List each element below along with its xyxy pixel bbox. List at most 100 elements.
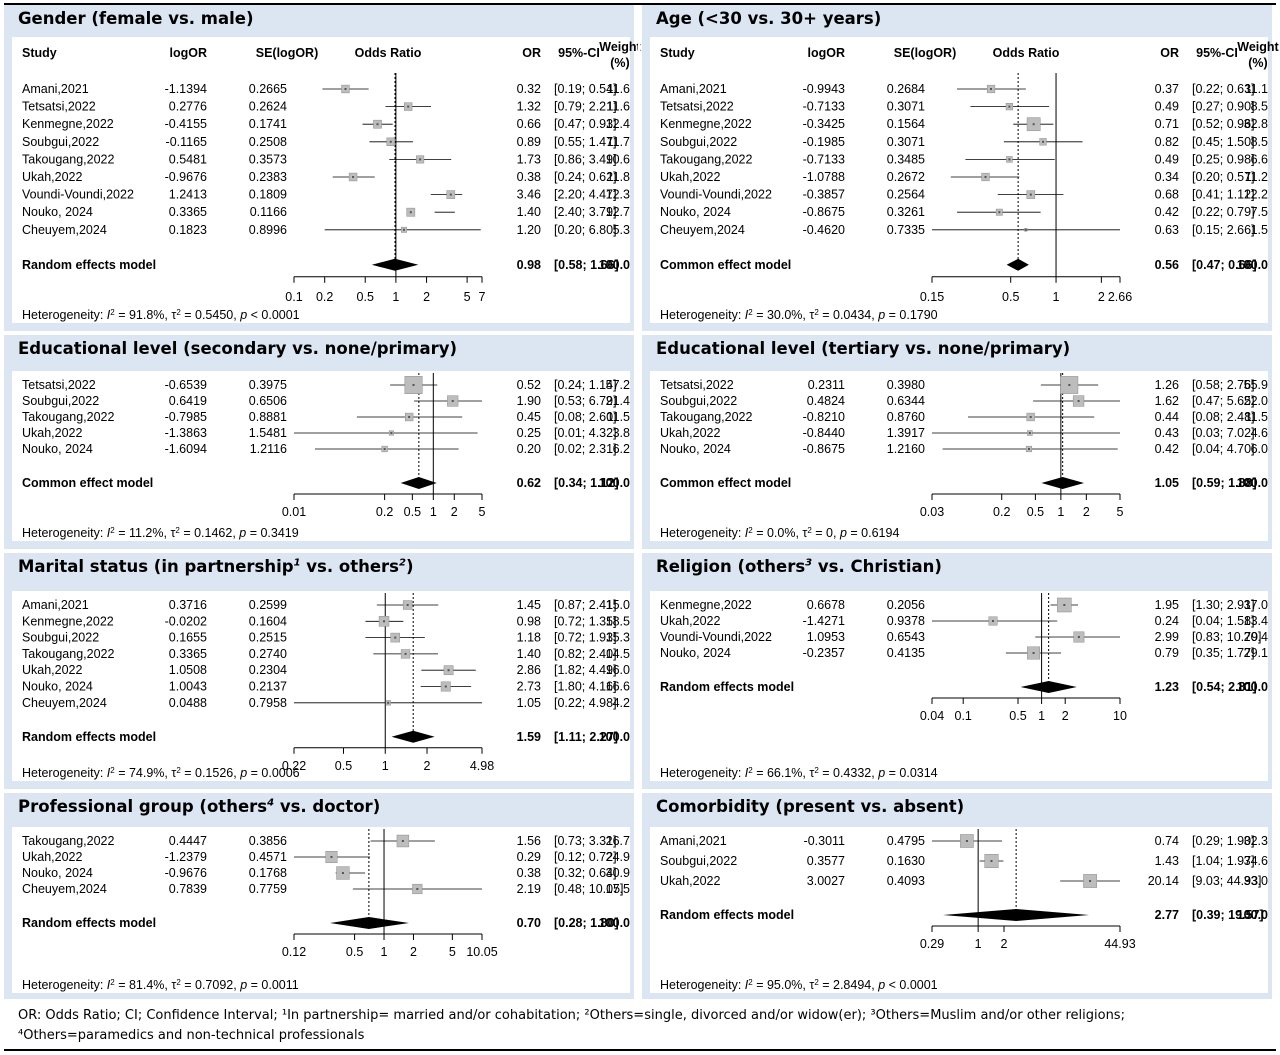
study-ci-text: [0.73; 3.31] (554, 834, 617, 848)
study-logor: -0.8675 (803, 442, 845, 456)
study-weight: 15.0 (606, 598, 630, 612)
study-logor: -1.0788 (803, 170, 845, 184)
study-weight: 12.3 (606, 188, 630, 202)
summary-weight: 100.0 (599, 258, 630, 272)
summary-ci-text: [0.54; 2.81] (1192, 680, 1257, 694)
figure-footnote: OR: Odds Ratio; CI; Confidence Interval;… (4, 1000, 1276, 1049)
study-ci-text: [0.52; 0.96] (1192, 117, 1255, 131)
i2-value: = 0.0%, (753, 526, 803, 540)
i2-symbol: I (107, 978, 111, 992)
col-header-logor: logOR (808, 46, 846, 60)
study-logor: -0.1165 (166, 135, 208, 149)
study-or: 3.46 (517, 188, 541, 202)
study-point-estimate (1027, 448, 1030, 450)
study-se: 0.7759 (249, 882, 287, 896)
study-or: 2.86 (517, 663, 541, 677)
summary-ci-text: [1.11; 2.27] (554, 730, 618, 744)
study-se: 0.8996 (249, 223, 287, 237)
p-value: = 0.0011 (247, 978, 299, 992)
i2-superscript: 2 (748, 526, 753, 535)
study-or: 0.29 (517, 850, 541, 864)
forest-plot-svg: Study logOR SE(logOR) Odds Ratio OR 95%-CI Wei… (660, 40, 1280, 322)
summary-diamond (943, 909, 1090, 921)
study-logor: 0.3365 (169, 647, 207, 661)
study-or: 1.45 (517, 598, 541, 612)
tau2-value: = 0.1526, (181, 766, 240, 780)
study-weight: 12.7 (606, 205, 630, 219)
heterogeneity-text: Heterogeneity: I2 = 0.0%, τ2 = 0, p = 0.… (660, 526, 899, 541)
study-name: Ukah,2022 (660, 426, 721, 440)
study-se: 0.2564 (887, 188, 925, 202)
forest-plot-svg: Study logOR SE(logOR) Odds Ratio OR 95%-CI Wei… (22, 40, 642, 322)
study-weight: 55.9 (1244, 378, 1268, 392)
study-ci-text: [0.22; 0.79] (1192, 205, 1255, 219)
study-ci-text: [0.86; 3.49] (554, 152, 617, 166)
study-weight: 6.0 (1251, 442, 1268, 456)
col-header-weight-unit: (%) (1248, 56, 1267, 70)
study-weight: 34.6 (1244, 854, 1268, 868)
study-or: 0.42 (1155, 205, 1179, 219)
study-name: Soubgui,2022 (22, 135, 99, 149)
summary-weight: 100.0 (1237, 258, 1268, 272)
summary-ci-text: [0.47; 0.66] (1192, 258, 1257, 272)
study-ci-text: [0.02; 2.31] (554, 442, 617, 456)
panel-professional-group: Professional group (others4 vs. doctor) … (4, 793, 634, 999)
study-se: 0.1809 (249, 188, 287, 202)
study-se: 0.4135 (887, 646, 925, 660)
col-header-or: OR (522, 46, 541, 60)
x-tick-label: 5 (1117, 505, 1124, 519)
heterogeneity-label: Heterogeneity: (22, 526, 107, 540)
i2-symbol: I (745, 308, 749, 322)
i2-symbol: I (107, 308, 111, 322)
study-se: 0.2137 (249, 680, 287, 694)
study-ci-text: [0.27; 0.90] (1192, 100, 1255, 114)
summary-or: 0.56 (1155, 258, 1179, 272)
study-point-estimate (1032, 652, 1035, 654)
col-header-se: SE(logOR) (894, 46, 957, 60)
study-weight: 12.2 (1244, 188, 1268, 202)
heterogeneity-label: Heterogeneity: (22, 978, 107, 992)
i2-value: = 11.2%, (115, 526, 171, 540)
study-name: Amani,2021 (660, 834, 727, 848)
study-name: Tetsatsi,2022 (22, 378, 96, 392)
study-ci-text: [2.40; 3.79] (554, 205, 617, 219)
study-ci-text: [0.01; 4.32] (554, 426, 617, 440)
study-logor: -0.9676 (165, 866, 207, 880)
study-logor: 0.3716 (169, 598, 207, 612)
study-point-estimate (1024, 228, 1027, 231)
tau2-value: = 0.5450, (181, 308, 240, 322)
tau-symbol: τ (170, 526, 175, 540)
study-name: Cheuyem,2024 (22, 882, 107, 896)
study-se: 0.2624 (249, 100, 287, 114)
study-or: 1.73 (517, 152, 541, 166)
study-logor: 0.4824 (807, 394, 845, 408)
study-ci-text: [9.03; 44.93] (1192, 874, 1262, 888)
study-name: Amani,2021 (22, 82, 89, 96)
study-logor: 0.0488 (169, 696, 207, 710)
tau2-value: = 0.4332, (819, 766, 878, 780)
col-header-odds-ratio: Odds Ratio (355, 46, 422, 60)
tau2-superscript: 2 (814, 308, 819, 317)
study-or: 1.95 (1155, 598, 1179, 612)
study-weight: 57.2 (606, 378, 630, 392)
panel-gender: Gender (female vs. male) Study logOR SE(lo… (4, 5, 642, 331)
study-name: Cheuyem,2024 (22, 696, 107, 710)
x-tick-label: 5 (479, 505, 486, 519)
study-point-estimate (1063, 604, 1066, 606)
top-rule (4, 3, 1276, 5)
study-ci-text: [0.22; 4.98] (554, 696, 617, 710)
study-name: Voundi-Voundi,2022 (660, 630, 772, 644)
summary-or: 0.98 (517, 258, 541, 272)
study-point-estimate (990, 860, 993, 862)
study-name: Cheuyem,2024 (22, 223, 107, 237)
study-se: 0.6344 (887, 394, 925, 408)
study-logor: -0.1985 (803, 135, 845, 149)
forest-plot-svg: Takougang,2022 0.4447 0.3856 1.56 [0.73; 3.3… (22, 829, 630, 992)
panel-title: Educational level (tertiary vs. none/pri… (656, 339, 1071, 358)
study-ci-text: [0.03; 7.02] (1192, 426, 1255, 440)
study-se: 0.2684 (887, 82, 925, 96)
tau2-superscript: 2 (176, 766, 181, 775)
study-or: 0.38 (517, 866, 541, 880)
x-tick-label: 2 (451, 505, 458, 519)
study-logor: 0.3365 (169, 205, 207, 219)
